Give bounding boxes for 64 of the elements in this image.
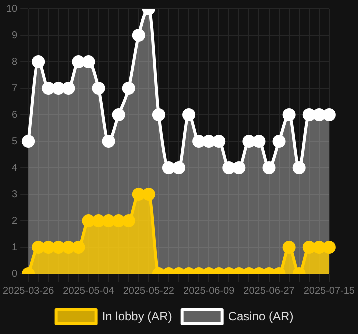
x-tick-label: 2025-05-04 (63, 286, 115, 297)
x-tick-label: 2025-05-22 (123, 286, 175, 297)
x-tick-label: 2025-06-09 (184, 286, 236, 297)
point (52, 82, 66, 95)
point (72, 241, 86, 254)
point (282, 241, 296, 254)
x-tick-label: 2025-07-15 (304, 286, 356, 297)
point (112, 108, 126, 122)
point (52, 241, 66, 254)
point (102, 214, 116, 228)
x-tick-label: 2025-06-27 (244, 286, 296, 297)
point (152, 108, 166, 122)
point (112, 214, 126, 228)
y-tick-label: 7 (12, 83, 18, 94)
y-tick-label: 3 (12, 189, 18, 200)
point (142, 188, 156, 201)
y-tick-label: 10 (6, 4, 18, 15)
point (132, 188, 146, 201)
y-tick-label: 8 (12, 56, 18, 68)
point (102, 135, 116, 148)
point (302, 241, 316, 254)
point (282, 108, 296, 122)
point (292, 162, 306, 174)
point (212, 135, 226, 148)
y-tick-label: 6 (12, 110, 18, 121)
point (262, 162, 276, 174)
point (62, 241, 76, 254)
y-tick-label: 1 (12, 242, 18, 254)
legend-label: Casino (AR) (228, 309, 294, 324)
point (272, 135, 286, 148)
point (32, 241, 46, 254)
y-tick-label: 9 (12, 30, 18, 42)
y-tick-label: 5 (12, 136, 18, 148)
point (232, 162, 246, 174)
y-tick-label: 0 (12, 268, 18, 280)
point (32, 56, 46, 68)
x-tick-label: 2025-03-26 (3, 286, 55, 297)
point (172, 162, 186, 174)
point (132, 29, 146, 42)
point (42, 241, 56, 254)
point (302, 108, 316, 122)
point (82, 56, 96, 68)
point (92, 214, 106, 228)
point (322, 241, 336, 254)
y-tick-label: 4 (12, 162, 18, 174)
point (92, 82, 106, 95)
point (162, 162, 176, 174)
point (312, 108, 326, 122)
point (222, 162, 236, 174)
point (192, 135, 206, 148)
point (82, 214, 96, 228)
point (322, 108, 336, 122)
legend-label: In lobby (AR) (102, 309, 172, 324)
point (72, 56, 86, 68)
point (122, 82, 136, 95)
point (242, 135, 256, 148)
y-tick-label: 2 (12, 216, 18, 227)
point (182, 108, 196, 122)
point (122, 214, 136, 228)
point (312, 241, 326, 254)
point (252, 135, 266, 148)
point (42, 82, 56, 95)
point (202, 135, 216, 148)
point (62, 82, 76, 95)
